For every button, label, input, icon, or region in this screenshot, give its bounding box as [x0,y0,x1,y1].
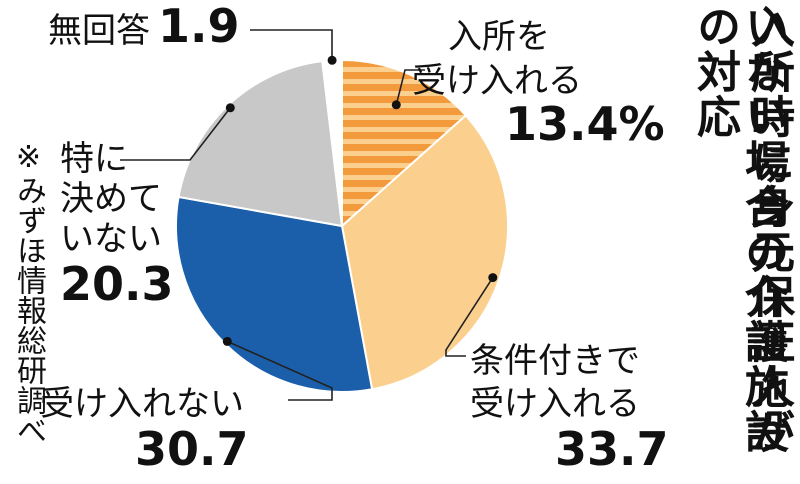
leader-dot-4 [327,55,337,65]
slice-label-0-line-0: 入所を [448,17,550,57]
slice-label-3-line-0: 特に [60,139,128,179]
chart-title-line-1: 入所時に身元保証人が [743,4,794,454]
slice-label-3-line-2: いない [60,219,162,259]
leader-dot-2 [222,336,232,346]
pie-slice-0 [341,58,468,229]
slice-label-1-line-0: 条件付きで [470,341,640,381]
slice-label-3-line-1: 決めて [60,179,162,219]
source-note: ※みずほ情報総研調べ [11,140,46,445]
leader-dot-1 [488,273,498,283]
leader-line-2 [226,340,333,401]
slice-value-4: 1.9 [158,0,240,53]
chart-title-line-2: いない場合の介護施設の対応 [689,4,788,454]
leader-dot-0 [391,100,401,110]
pie-slice-1 [340,114,509,391]
slice-value-1: 33.7 [555,422,669,476]
slice-value-0: 13.4% [505,97,665,151]
leader-line-0 [395,69,425,105]
slice-value-2: 30.7 [135,422,249,476]
slice-label-2-line-0: 受け入れない [40,384,244,424]
leader-line-1 [445,277,494,357]
slice-label-1-line-1: 受け入れる [470,384,640,424]
leader-dot-3 [225,103,235,113]
leader-line-4 [250,29,333,61]
slice-value-3: 20.3 [60,257,174,311]
leader-line-3 [120,107,231,161]
slice-label-0-line-1: 受け入れる [412,61,582,101]
slice-label-4-line-0: 無回答 [48,11,150,51]
